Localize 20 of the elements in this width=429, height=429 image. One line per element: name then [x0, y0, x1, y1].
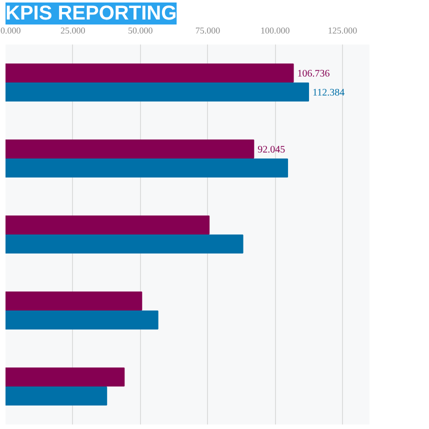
chart-title: KPIS REPORTING [6, 2, 177, 24]
x-tick-label: 0.000 [0, 26, 22, 36]
bar [6, 139, 254, 159]
x-tick-label: 100.000 [260, 26, 290, 36]
bar [6, 310, 158, 330]
x-tick-label: 50.000 [128, 26, 154, 36]
x-tick-label: 75.000 [195, 26, 221, 36]
bar [6, 63, 294, 83]
bar [6, 215, 210, 235]
data-label: 92.045 [258, 144, 286, 156]
x-tick-label: 125.000 [328, 26, 358, 36]
bar [6, 234, 244, 254]
data-label: 112.384 [312, 88, 345, 98]
bar [6, 82, 310, 102]
data-label: 106.736 [297, 68, 330, 80]
bar [6, 386, 108, 406]
bar [6, 367, 125, 387]
bar [6, 291, 142, 311]
x-tick-label: 25.000 [60, 26, 86, 36]
bar [6, 158, 288, 178]
